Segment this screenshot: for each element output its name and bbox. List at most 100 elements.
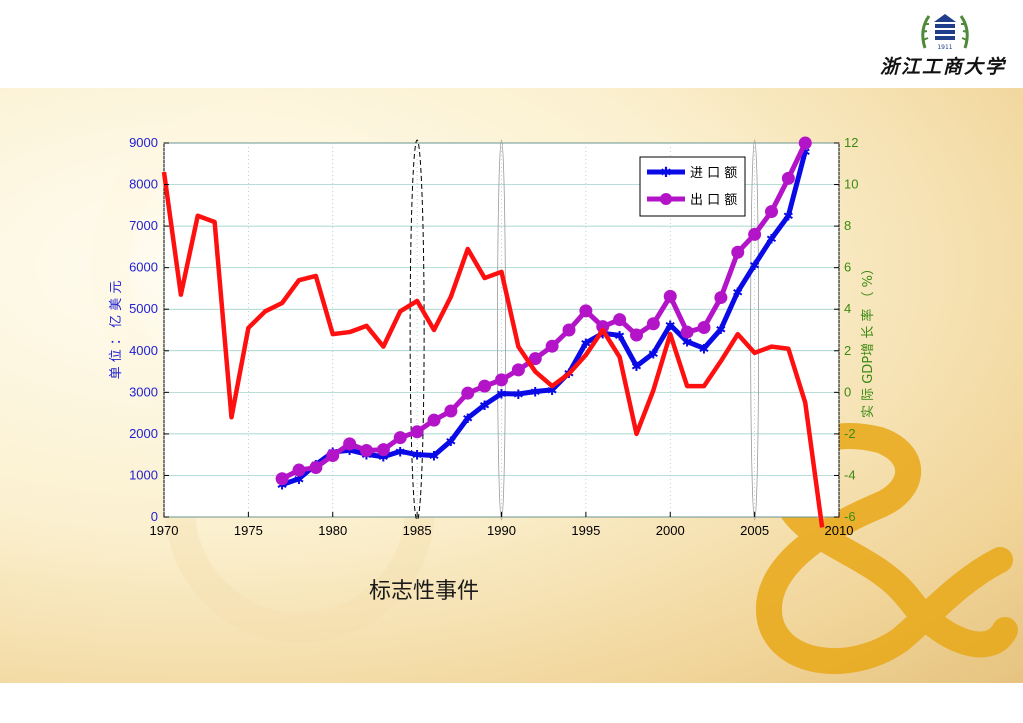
x-tick-label: 1975 xyxy=(234,523,263,538)
point-import: ✱ xyxy=(749,259,760,274)
point-export xyxy=(393,431,407,445)
point-export xyxy=(680,325,694,339)
point-export xyxy=(697,321,711,335)
point-export xyxy=(444,404,458,418)
x-tick-label: 2010 xyxy=(825,523,854,538)
point-export xyxy=(579,304,593,318)
point-import: ✱ xyxy=(614,329,625,344)
legend-export-label: 出 口 额 xyxy=(690,193,737,208)
event-ellipse xyxy=(750,139,760,521)
point-export xyxy=(275,472,289,486)
right-tick-label: 12 xyxy=(844,135,858,150)
event-ellipse xyxy=(409,139,425,521)
point-export xyxy=(613,313,627,327)
point-export xyxy=(410,425,424,439)
point-export xyxy=(714,291,728,305)
point-import: ✱ xyxy=(530,386,541,401)
point-import: ✱ xyxy=(277,479,288,494)
point-import: ✱ xyxy=(513,388,524,403)
point-export xyxy=(781,171,795,185)
point-export xyxy=(630,328,643,342)
left-tick-label: 4000 xyxy=(129,343,158,358)
x-tick-label: 1980 xyxy=(318,523,347,538)
point-import: ✱ xyxy=(479,399,490,414)
left-tick-label: 0 xyxy=(151,509,158,524)
right-tick-label: 8 xyxy=(844,218,851,233)
point-export xyxy=(376,443,390,457)
legend-import-star: ✱ xyxy=(660,165,672,181)
point-export xyxy=(461,386,475,400)
right-tick-label: 0 xyxy=(844,384,851,399)
right-tick-label: -2 xyxy=(844,426,856,441)
legend-box xyxy=(639,156,746,217)
caption-landmark-events: 标志性事件 xyxy=(369,579,480,604)
point-export xyxy=(427,413,441,427)
point-import: ✱ xyxy=(547,384,558,399)
point-import: ✱ xyxy=(429,449,440,464)
left-tick-label: 2000 xyxy=(129,426,158,441)
point-export xyxy=(495,373,508,387)
point-import: ✱ xyxy=(294,473,305,488)
point-import: ✱ xyxy=(783,210,794,225)
point-export xyxy=(309,461,323,475)
series-line-gdp xyxy=(161,171,825,528)
point-export xyxy=(646,317,660,331)
event-annotations xyxy=(409,139,760,521)
left-tick-label: 5000 xyxy=(129,301,158,316)
point-export xyxy=(748,227,762,241)
left-tick-label: 8000 xyxy=(129,177,158,192)
right-tick-label: 6 xyxy=(844,260,851,275)
x-tick-label: 1995 xyxy=(571,523,600,538)
left-tick-label: 3000 xyxy=(129,384,158,399)
left-tick-label: 7000 xyxy=(129,218,158,233)
point-export xyxy=(326,448,340,462)
point-export xyxy=(528,352,542,366)
point-import: ✱ xyxy=(648,347,659,362)
point-import: ✱ xyxy=(580,337,591,352)
series-layer: ✱✱✱✱✱✱✱✱✱✱✱✱✱✱✱✱✱✱✱✱✱✱✱✱✱✱✱✱✱✱✱✱ xyxy=(161,136,825,528)
point-import: ✱ xyxy=(378,451,389,466)
right-tick-label: -6 xyxy=(844,509,856,524)
point-import: ✱ xyxy=(800,145,811,160)
point-import: ✱ xyxy=(766,233,777,248)
legend-export-marker xyxy=(660,193,672,205)
point-import: ✱ xyxy=(597,327,608,342)
point-import: ✱ xyxy=(496,388,507,403)
point-import: ✱ xyxy=(344,444,355,459)
x-tick-label: 2000 xyxy=(656,523,685,538)
point-export xyxy=(731,245,745,259)
header-bar: 1911 浙江工商大学 xyxy=(0,0,1023,88)
point-export xyxy=(798,136,812,150)
point-export xyxy=(292,463,306,477)
point-import: ✱ xyxy=(445,435,456,450)
legend: ✱ 进 口 额 出 口 额 xyxy=(639,156,746,217)
point-import: ✱ xyxy=(462,412,473,427)
point-import: ✱ xyxy=(631,360,642,375)
point-import: ✱ xyxy=(732,286,743,301)
university-emblem-icon: 1911 xyxy=(921,14,969,51)
point-import: ✱ xyxy=(699,342,710,357)
point-import: ✱ xyxy=(395,445,406,460)
legend-import-label: 进 口 额 xyxy=(690,166,737,181)
point-export xyxy=(562,323,576,337)
emblem-year: 1911 xyxy=(937,44,952,51)
point-export xyxy=(596,320,610,334)
left-tick-label: 9000 xyxy=(129,135,158,150)
x-tick-label: 1970 xyxy=(150,523,179,538)
university-logo-text: 浙江工商大学 xyxy=(880,56,1007,78)
event-ellipse xyxy=(497,139,506,521)
point-export xyxy=(765,205,778,219)
left-tick-label: 6000 xyxy=(129,260,158,275)
x-tick-label: 1985 xyxy=(403,523,432,538)
point-export xyxy=(478,379,492,393)
point-export xyxy=(663,289,677,303)
x-tick-label: 2005 xyxy=(740,523,769,538)
point-export xyxy=(545,339,559,353)
point-export xyxy=(343,437,357,451)
right-tick-label: 4 xyxy=(844,301,851,316)
bottom-bar xyxy=(0,683,1023,723)
right-tick-label: -4 xyxy=(844,467,856,482)
x-tick-label: 1990 xyxy=(487,523,516,538)
left-tick-label: 1000 xyxy=(129,467,158,482)
